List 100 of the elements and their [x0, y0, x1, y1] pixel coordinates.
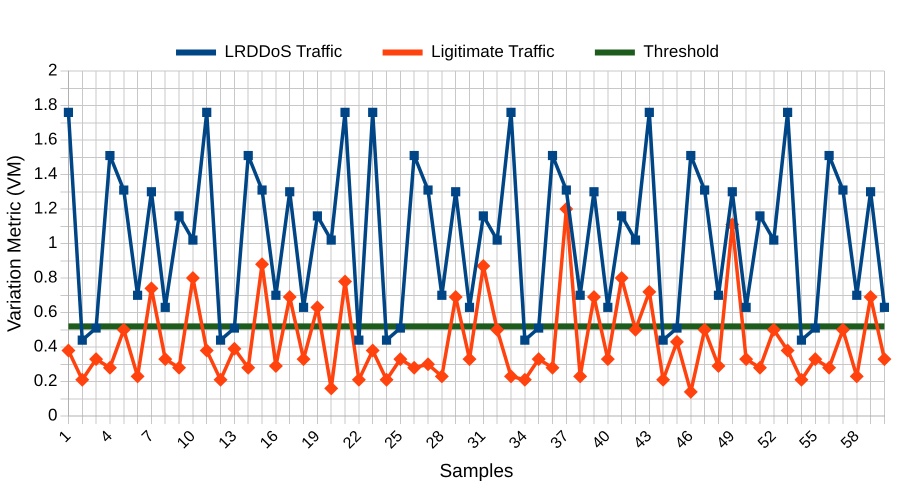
point	[658, 336, 668, 345]
point	[410, 150, 419, 160]
legend-label: Ligitimate Traffic	[431, 42, 556, 62]
point	[700, 185, 710, 195]
point	[89, 352, 104, 366]
point	[271, 290, 280, 300]
point	[880, 302, 890, 312]
point	[739, 352, 754, 366]
point	[769, 235, 778, 245]
y-tick-label: 2	[48, 60, 58, 80]
point	[105, 150, 115, 160]
x-tick-label: 37	[548, 428, 572, 452]
point	[340, 108, 350, 117]
point	[423, 185, 433, 195]
point	[728, 187, 737, 196]
point	[116, 322, 131, 337]
point	[520, 336, 530, 345]
point	[548, 150, 558, 160]
point	[866, 187, 876, 196]
point	[766, 322, 781, 337]
point	[202, 108, 212, 117]
x-tick-label: 7	[139, 428, 158, 446]
point	[132, 290, 142, 300]
point	[434, 369, 449, 384]
point	[808, 352, 822, 366]
point	[257, 185, 267, 195]
point	[298, 302, 308, 312]
point	[64, 108, 74, 117]
legend-label: Threshold	[643, 42, 719, 62]
x-tick-label: 22	[340, 428, 365, 452]
y-tick-label: 1.8	[34, 95, 58, 114]
y-tick-label: 1.2	[34, 198, 58, 218]
point	[78, 336, 87, 345]
point	[478, 211, 488, 221]
point	[216, 336, 226, 345]
point	[91, 323, 101, 333]
x-tick-label: 19	[298, 428, 324, 452]
point	[628, 322, 642, 337]
point	[421, 357, 436, 372]
point	[244, 150, 253, 160]
point	[102, 360, 117, 375]
point	[396, 323, 405, 333]
point	[476, 258, 490, 273]
point	[686, 150, 696, 160]
point	[437, 290, 446, 300]
point	[380, 372, 394, 387]
x-tick-label: 34	[506, 428, 531, 452]
point	[338, 274, 352, 288]
y-tick-label: 1	[48, 233, 58, 252]
point	[794, 372, 808, 387]
point	[492, 235, 502, 245]
point	[714, 290, 724, 300]
x-tick-label: 40	[589, 428, 614, 452]
point	[227, 342, 242, 356]
y-axis-title: Variation Metric (VM)	[4, 155, 26, 332]
point	[448, 290, 463, 304]
x-tick-label: 16	[257, 428, 282, 452]
point	[752, 360, 767, 375]
point	[534, 323, 544, 333]
point	[312, 211, 322, 221]
point	[698, 322, 712, 337]
point	[780, 343, 795, 358]
point	[407, 360, 422, 375]
point	[285, 187, 294, 196]
x-tick-label: 25	[382, 428, 406, 452]
y-tick-label: 0.2	[34, 371, 58, 390]
point	[783, 108, 792, 117]
x-tick-label: 46	[672, 428, 697, 452]
point	[160, 302, 170, 312]
x-axis-title: Samples	[439, 460, 514, 482]
y-tick-label: 0	[48, 406, 58, 425]
point	[354, 336, 364, 345]
point	[796, 336, 806, 345]
point	[393, 352, 408, 366]
point	[711, 359, 726, 374]
point	[506, 108, 516, 117]
point	[366, 343, 380, 358]
point	[504, 369, 518, 384]
point	[822, 360, 836, 375]
point	[644, 108, 654, 117]
point	[824, 150, 834, 160]
point	[172, 360, 186, 375]
point	[326, 235, 336, 245]
y-tick-label: 0.4	[34, 336, 58, 356]
x-tick-label: 4	[98, 428, 116, 446]
point	[75, 372, 90, 387]
x-tick-label: 58	[838, 428, 863, 452]
point	[617, 211, 626, 221]
point	[119, 185, 128, 195]
point	[755, 211, 765, 221]
point	[518, 372, 532, 387]
point	[146, 187, 156, 196]
x-tick-label: 31	[464, 428, 490, 452]
x-tick-label: 10	[174, 428, 199, 452]
x-tick-label: 52	[755, 428, 780, 452]
point	[382, 336, 392, 345]
point	[589, 187, 599, 196]
x-tick-label: 55	[796, 428, 822, 452]
point	[532, 352, 546, 366]
point	[838, 185, 848, 195]
